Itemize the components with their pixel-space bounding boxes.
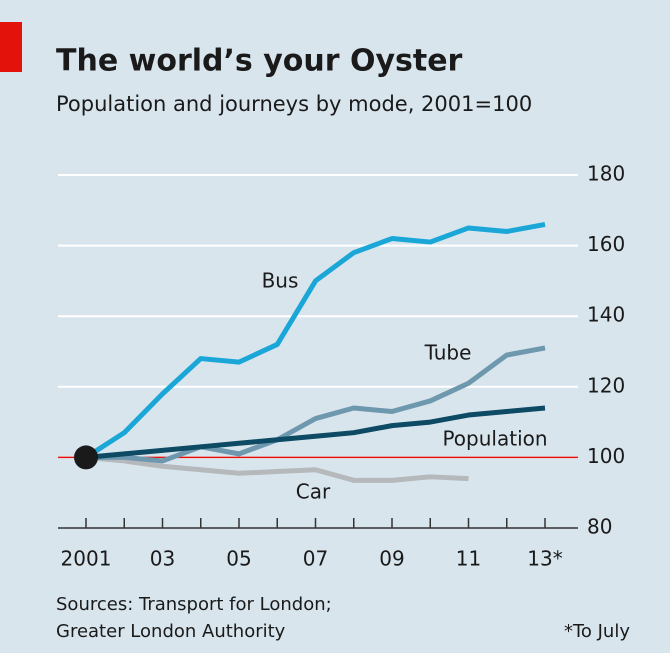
y-tick-label: 80 bbox=[587, 515, 612, 539]
source: Sources: Transport for London; bbox=[56, 594, 332, 615]
x-tick-label: 11 bbox=[456, 547, 481, 571]
chart-subtitle: Population and journeys by mode, 2001=10… bbox=[56, 92, 532, 116]
x-tick-label: 03 bbox=[150, 547, 175, 571]
y-tick-label: 160 bbox=[587, 232, 625, 256]
footnote: *To July bbox=[564, 621, 630, 642]
origin-dot bbox=[74, 445, 98, 470]
x-tick-label: 2001 bbox=[61, 547, 112, 571]
y-tick-label: 100 bbox=[587, 444, 625, 468]
x-tick-label: 05 bbox=[226, 547, 251, 571]
series-label: Bus bbox=[262, 269, 299, 293]
y-tick-label: 120 bbox=[587, 373, 625, 397]
x-tick-label: 07 bbox=[303, 547, 328, 571]
series-line bbox=[84, 221, 546, 460]
series-label: Car bbox=[296, 480, 331, 504]
x-tick-label: 13* bbox=[527, 547, 562, 571]
series-line bbox=[86, 345, 546, 464]
source: Greater London Authority bbox=[56, 621, 286, 642]
series-line bbox=[85, 405, 546, 460]
series-label: Tube bbox=[424, 341, 472, 365]
series-label: Population bbox=[442, 427, 547, 451]
y-tick-label: 180 bbox=[587, 162, 625, 186]
y-tick-label: 140 bbox=[587, 303, 625, 327]
series-line bbox=[85, 454, 469, 483]
x-tick-label: 09 bbox=[379, 547, 404, 571]
brand-bar bbox=[0, 22, 22, 72]
chart-title: The world’s your Oyster bbox=[56, 44, 463, 79]
